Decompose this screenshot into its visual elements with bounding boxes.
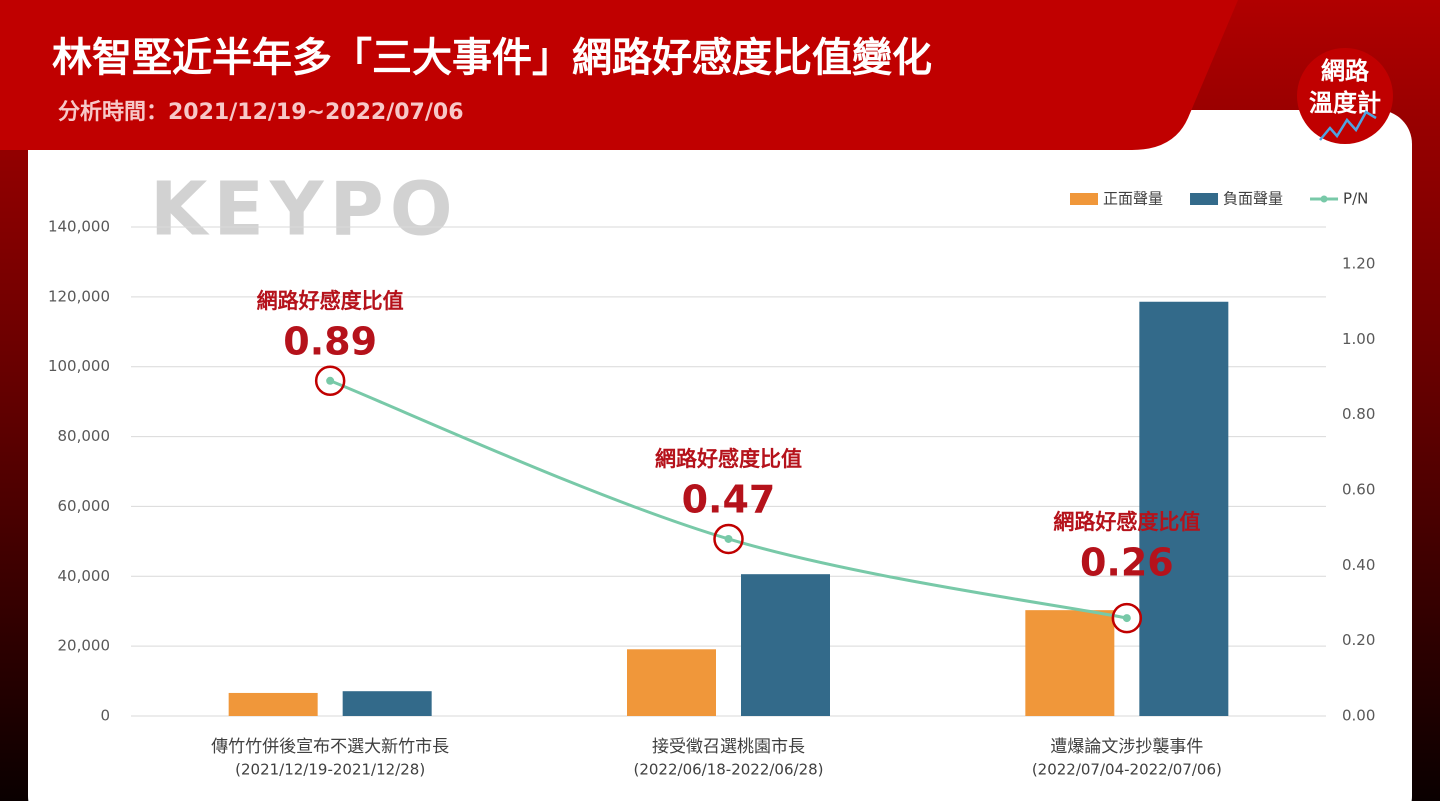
highlight-ring [1111, 602, 1143, 634]
logo-circle [1297, 48, 1393, 144]
x-tick-period: (2022/06/18-2022/06/28) [633, 761, 823, 779]
x-tick-label: 接受徵召選桃園市長 [652, 737, 805, 757]
chart-title: 林智堅近半年多「三大事件」網路好感度比值變化 [52, 35, 932, 81]
pn-point [326, 376, 335, 385]
bar [741, 574, 830, 716]
legend-label: P/N [1343, 190, 1368, 208]
bar [1025, 610, 1115, 716]
legend-label: 正面聲量 [1103, 190, 1163, 208]
chart-subtitle: 分析時間：2021/12/19~2022/07/06 [58, 100, 464, 125]
legend-swatch [1320, 195, 1328, 203]
legend-label: 負面聲量 [1223, 190, 1283, 208]
bar [1139, 301, 1229, 716]
pn-point [1122, 614, 1131, 623]
bar [228, 692, 318, 716]
watermark: KEYPO [150, 167, 459, 253]
x-tick-label: 遭爆論文涉抄襲事件 [1050, 737, 1203, 757]
data-label: 0.47 [682, 477, 776, 521]
bar [342, 691, 432, 716]
logo-pulse [1319, 110, 1377, 141]
y-tick-label: 60,000 [58, 497, 111, 515]
legend-swatch [1070, 193, 1098, 205]
y-tick-label: 40,000 [58, 567, 111, 585]
y-tick-label: 80,000 [58, 427, 111, 445]
logo-text: 溫度計 [1309, 89, 1381, 117]
y2-tick-label: 0.40 [1342, 556, 1375, 574]
y-tick-label: 100,000 [48, 357, 110, 375]
legend-swatch [1190, 193, 1219, 205]
bar [627, 649, 716, 716]
y-tick-label: 120,000 [48, 287, 110, 305]
data-label: 0.26 [1080, 541, 1174, 585]
y-tick-label: 140,000 [48, 218, 110, 236]
y2-tick-label: 0.00 [1342, 707, 1375, 725]
y-tick-label: 20,000 [58, 637, 111, 655]
y-tick-label: 0 [100, 707, 110, 725]
highlight-ring [314, 365, 346, 397]
y2-tick-label: 1.00 [1342, 330, 1375, 348]
highlight-ring [713, 523, 744, 555]
y2-tick-label: 0.20 [1342, 631, 1375, 649]
y2-tick-label: 0.60 [1342, 481, 1375, 499]
annotation-label: 網路好感度比值 [257, 289, 404, 313]
x-tick-label: 傳竹竹併後宣布不選大新竹市長 [211, 737, 449, 757]
annotation-label: 網路好感度比值 [1053, 510, 1200, 534]
x-tick-period: (2021/12/19-2021/12/28) [235, 761, 425, 779]
x-tick-period: (2022/07/04-2022/07/06) [1032, 761, 1222, 779]
y2-tick-label: 0.80 [1342, 405, 1375, 423]
annotation-label: 網路好感度比值 [655, 447, 802, 471]
data-label: 0.89 [283, 319, 377, 363]
pn-point [724, 534, 733, 543]
logo-text: 網路 [1321, 57, 1370, 85]
header-banner [0, 0, 1238, 150]
y2-tick-label: 1.20 [1342, 255, 1375, 273]
